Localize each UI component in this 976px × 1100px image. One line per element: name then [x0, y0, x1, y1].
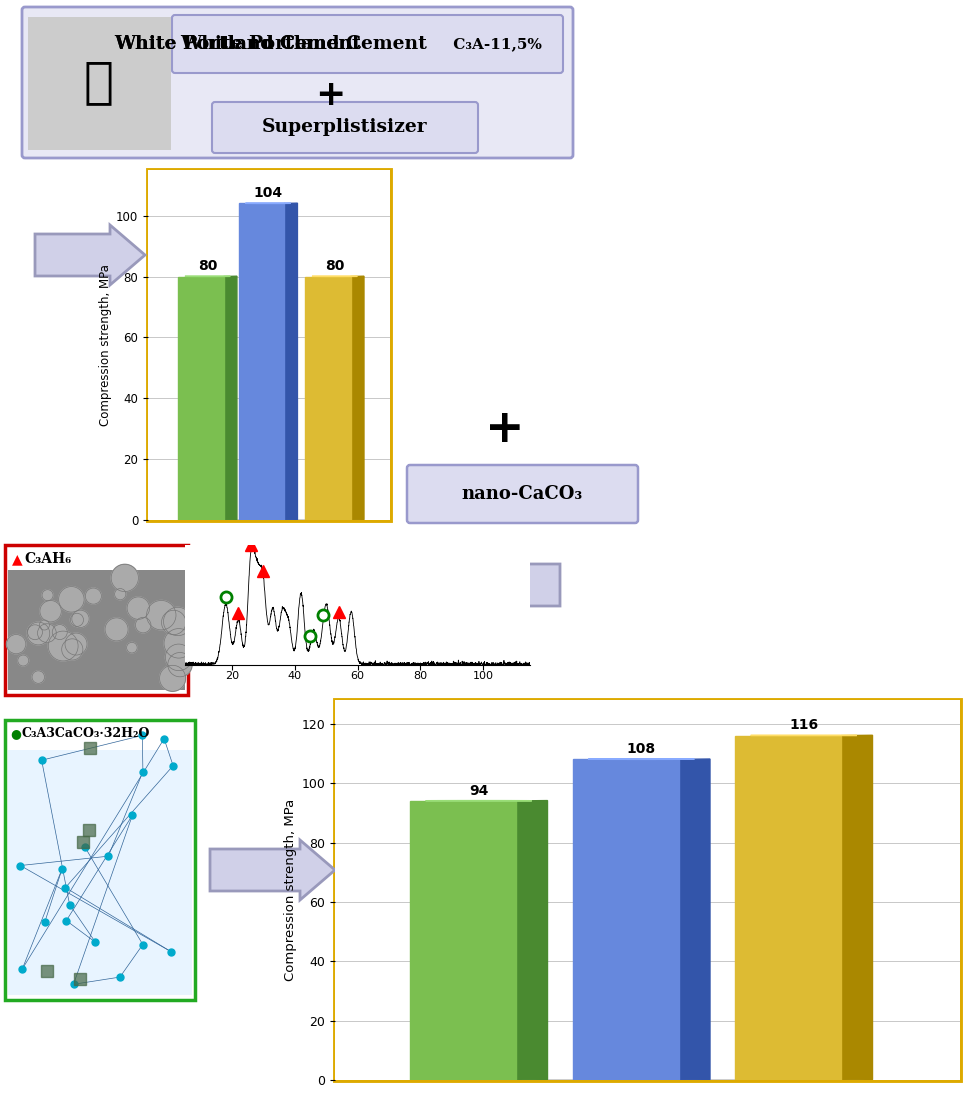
FancyBboxPatch shape: [22, 7, 573, 158]
Circle shape: [165, 645, 192, 671]
Circle shape: [127, 642, 138, 653]
Circle shape: [70, 614, 84, 627]
Text: C₃AH₆: C₃AH₆: [24, 552, 71, 567]
Circle shape: [18, 654, 28, 666]
Text: C₃A3CaCO₃·32H₂O: C₃A3CaCO₃·32H₂O: [22, 727, 150, 740]
Circle shape: [159, 666, 185, 691]
Circle shape: [168, 652, 192, 676]
Polygon shape: [284, 204, 298, 520]
Text: 116: 116: [790, 718, 818, 733]
Text: 80: 80: [198, 260, 218, 273]
Bar: [239, 204, 284, 520]
Text: 80: 80: [325, 260, 345, 273]
Text: 94: 94: [469, 784, 488, 798]
Polygon shape: [224, 276, 237, 520]
Polygon shape: [350, 276, 364, 520]
Text: +: +: [315, 78, 346, 112]
Circle shape: [32, 671, 45, 683]
FancyBboxPatch shape: [28, 16, 171, 150]
Circle shape: [27, 625, 42, 640]
Circle shape: [114, 588, 126, 600]
FancyArrow shape: [210, 840, 335, 900]
Circle shape: [164, 607, 192, 636]
FancyBboxPatch shape: [5, 720, 195, 1000]
FancyBboxPatch shape: [8, 570, 185, 690]
Polygon shape: [841, 735, 873, 1080]
Text: C₃A-11,5%: C₃A-11,5%: [448, 37, 542, 51]
Text: White Portland Cement: White Portland Cement: [180, 35, 433, 53]
Text: +: +: [485, 407, 525, 452]
Y-axis label: Compression strength, MPa: Compression strength, MPa: [284, 799, 298, 981]
Text: ●: ●: [10, 727, 20, 740]
Bar: [573, 759, 678, 1080]
Circle shape: [85, 588, 102, 604]
Circle shape: [136, 617, 151, 632]
Text: 104: 104: [254, 186, 283, 200]
FancyArrow shape: [430, 556, 560, 615]
Text: White Portland Cement: White Portland Cement: [113, 35, 367, 53]
Text: 🪨: 🪨: [84, 58, 114, 106]
Polygon shape: [678, 759, 710, 1080]
FancyBboxPatch shape: [8, 750, 192, 996]
Circle shape: [111, 564, 139, 592]
Circle shape: [42, 590, 53, 601]
FancyBboxPatch shape: [212, 102, 478, 153]
FancyBboxPatch shape: [407, 465, 638, 522]
Y-axis label: Compression strength, MPa: Compression strength, MPa: [99, 264, 112, 426]
Circle shape: [48, 631, 78, 661]
FancyArrow shape: [35, 226, 145, 285]
Circle shape: [146, 601, 176, 630]
Text: nano-CaCO₃: nano-CaCO₃: [462, 485, 583, 503]
Circle shape: [127, 597, 149, 619]
Polygon shape: [516, 801, 548, 1080]
Text: Superplistisizer: Superplistisizer: [263, 118, 427, 136]
Circle shape: [37, 624, 57, 642]
FancyBboxPatch shape: [172, 15, 563, 73]
Text: White Portland Cement: White Portland Cement: [113, 35, 367, 53]
Bar: [305, 276, 350, 520]
Circle shape: [72, 610, 89, 627]
Bar: [735, 736, 841, 1080]
Circle shape: [40, 601, 61, 621]
Circle shape: [65, 634, 87, 656]
Bar: [179, 276, 224, 520]
Bar: [410, 801, 516, 1080]
FancyBboxPatch shape: [148, 170, 390, 520]
Circle shape: [59, 586, 84, 612]
FancyBboxPatch shape: [335, 700, 960, 1080]
Circle shape: [164, 628, 193, 658]
Circle shape: [7, 635, 25, 653]
Circle shape: [161, 610, 185, 635]
Circle shape: [105, 618, 128, 641]
Text: ▲: ▲: [12, 552, 22, 567]
Text: 108: 108: [627, 742, 656, 756]
FancyBboxPatch shape: [5, 544, 188, 695]
Circle shape: [61, 639, 83, 660]
Circle shape: [27, 623, 50, 645]
Circle shape: [53, 625, 67, 639]
Circle shape: [39, 620, 50, 630]
